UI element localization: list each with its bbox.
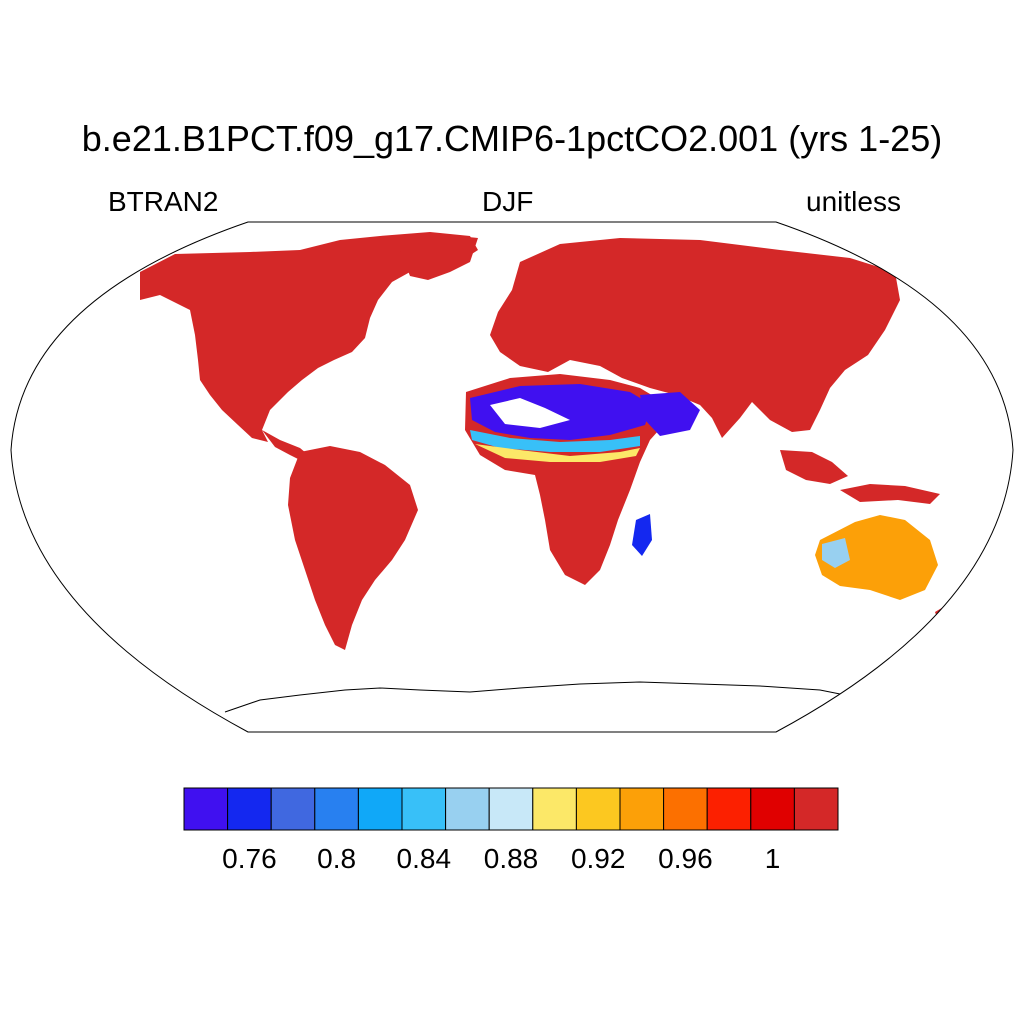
colorbar-swatch bbox=[445, 787, 490, 831]
colorbar-swatch bbox=[488, 787, 534, 831]
colorbar-swatch bbox=[270, 787, 316, 831]
colorbar-swatch bbox=[793, 787, 839, 831]
australia-landmass bbox=[815, 515, 938, 600]
eurasia-landmass bbox=[490, 238, 900, 438]
antarctica-coastline bbox=[224, 681, 901, 713]
colorbar-swatch bbox=[227, 787, 272, 831]
plot-title: b.e21.B1PCT.f09_g17.CMIP6-1pctCO2.001 (y… bbox=[81, 118, 943, 159]
indonesia-islands bbox=[840, 484, 940, 504]
colorbar-swatch bbox=[401, 787, 447, 831]
colorbar-tick-label: 0.92 bbox=[571, 843, 626, 874]
colorbar-tick-label: 0.8 bbox=[317, 843, 356, 874]
greenland-landmass bbox=[400, 234, 478, 280]
australia-dry-interior bbox=[822, 538, 850, 568]
arabian-peninsula bbox=[640, 392, 700, 436]
colorbar-swatch bbox=[575, 787, 621, 831]
colorbar-tick-label: 0.96 bbox=[658, 843, 713, 874]
colorbar-swatch bbox=[750, 787, 795, 831]
units-label: unitless bbox=[806, 186, 901, 217]
season-label: DJF bbox=[482, 186, 534, 217]
colorbar-swatch bbox=[663, 787, 708, 831]
south-america-landmass bbox=[288, 446, 418, 650]
colorbar-swatch bbox=[357, 787, 403, 831]
madagascar-landmass bbox=[632, 514, 652, 556]
sahara-white-region bbox=[490, 398, 570, 428]
colorbar-tick-label: 0.88 bbox=[484, 843, 539, 874]
colorbar-swatch bbox=[706, 787, 752, 831]
colorbar-swatch bbox=[532, 787, 577, 831]
north-america-landmass bbox=[140, 232, 478, 442]
sahara-dry-region bbox=[470, 384, 652, 440]
colorbar-swatch bbox=[314, 787, 359, 831]
sahel-edge bbox=[470, 430, 640, 452]
variable-label: BTRAN2 bbox=[108, 186, 219, 217]
colorbar-tick-label: 1 bbox=[765, 843, 781, 874]
sahel-yellow-edge bbox=[475, 444, 640, 462]
globe-outline bbox=[10, 221, 1014, 733]
colorbar-swatch bbox=[619, 787, 665, 831]
southeast-asia-islands bbox=[780, 450, 848, 484]
colorbar-tick-label: 0.76 bbox=[222, 843, 277, 874]
colorbar-tick-label: 0.84 bbox=[397, 843, 452, 874]
colorbar-swatch bbox=[183, 787, 229, 831]
